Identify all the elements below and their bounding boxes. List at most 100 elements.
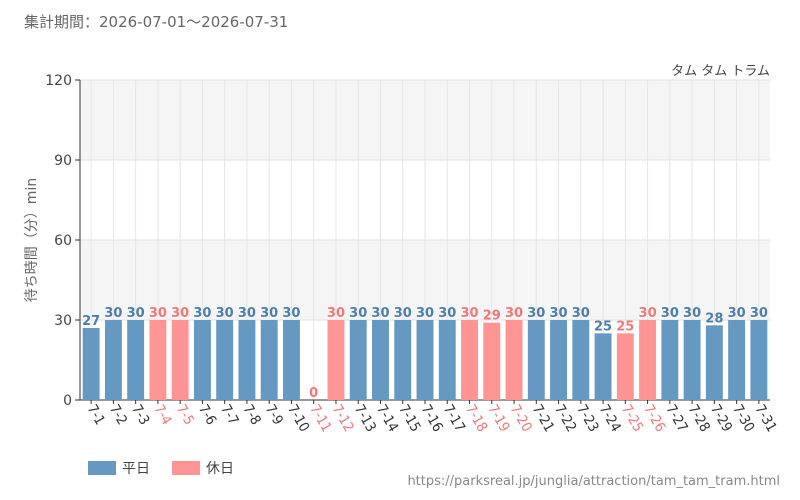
bars bbox=[82, 320, 768, 400]
x-tick-label-7-22: 7-22 bbox=[551, 402, 579, 435]
bar-7-9 bbox=[260, 320, 278, 400]
bar-7-25 bbox=[616, 333, 634, 400]
bar-7-31 bbox=[750, 320, 768, 400]
legend: 平日 休日 bbox=[88, 458, 234, 478]
x-tick-label-7-24: 7-24 bbox=[596, 402, 624, 435]
bar-7-13 bbox=[349, 320, 367, 400]
x-tick-label-7-2: 7-2 bbox=[106, 402, 130, 428]
x-tick-label-7-21: 7-21 bbox=[529, 402, 557, 435]
data-label-7-26: 30 bbox=[639, 306, 657, 321]
bar-7-7 bbox=[216, 320, 234, 400]
bar-7-24 bbox=[594, 333, 612, 400]
bar-7-18 bbox=[461, 320, 478, 400]
bar-7-22 bbox=[550, 320, 568, 400]
x-tick-label-7-19: 7-19 bbox=[484, 402, 512, 435]
bar-7-2 bbox=[104, 320, 122, 400]
bar-7-15 bbox=[394, 320, 412, 400]
bar-7-23 bbox=[572, 320, 590, 400]
x-tick-label-7-6: 7-6 bbox=[195, 402, 219, 428]
data-label-7-19: 29 bbox=[483, 309, 501, 324]
bar-7-21 bbox=[527, 320, 545, 400]
x-tick-label-7-7: 7-7 bbox=[217, 402, 241, 428]
x-tick-label-7-13: 7-13 bbox=[351, 402, 379, 435]
x-tick-label-7-15: 7-15 bbox=[395, 402, 423, 435]
x-tick-label-7-4: 7-4 bbox=[150, 402, 174, 428]
data-label-7-11: 0 bbox=[309, 386, 318, 401]
x-tick-label-7-26: 7-26 bbox=[640, 402, 668, 435]
x-tick-label-7-31: 7-31 bbox=[751, 402, 779, 435]
source-url: https://parksreal.jp/junglia/attraction/… bbox=[407, 474, 780, 489]
data-label-7-5: 30 bbox=[171, 306, 189, 321]
y-tick-label: 90 bbox=[54, 153, 72, 169]
data-label-7-15: 30 bbox=[394, 306, 412, 321]
y-tick-label: 0 bbox=[63, 393, 72, 409]
bar-7-20 bbox=[505, 320, 523, 400]
bar-7-28 bbox=[683, 320, 701, 400]
x-tick-label-7-11: 7-11 bbox=[306, 402, 334, 435]
data-label-7-24: 25 bbox=[594, 319, 612, 334]
x-tick-label-7-17: 7-17 bbox=[440, 402, 468, 435]
bar-7-27 bbox=[661, 320, 679, 400]
data-label-7-6: 30 bbox=[193, 306, 211, 321]
x-tick-label-7-23: 7-23 bbox=[573, 402, 601, 435]
bar-7-3 bbox=[127, 320, 145, 400]
legend-label-weekday: 平日 bbox=[122, 461, 150, 477]
bar-7-29 bbox=[705, 325, 723, 400]
bar-7-4 bbox=[149, 320, 167, 400]
y-axis-ticks: 0 30 60 90 120 bbox=[45, 73, 80, 409]
bar-7-14 bbox=[372, 320, 389, 400]
data-label-7-23: 30 bbox=[572, 306, 590, 321]
bar-7-26 bbox=[639, 320, 657, 400]
x-tick-label-7-28: 7-28 bbox=[685, 402, 713, 435]
bar-7-12 bbox=[327, 320, 345, 400]
data-label-7-7: 30 bbox=[216, 306, 234, 321]
bar-7-10 bbox=[282, 320, 300, 400]
bar-7-16 bbox=[416, 320, 434, 400]
data-label-7-31: 30 bbox=[750, 306, 768, 321]
y-tick-label: 60 bbox=[54, 233, 72, 249]
x-tick-label-7-30: 7-30 bbox=[729, 402, 757, 435]
data-label-7-3: 30 bbox=[127, 306, 145, 321]
bar-7-17 bbox=[438, 320, 456, 400]
x-tick-label-7-3: 7-3 bbox=[128, 402, 152, 428]
x-tick-label-7-20: 7-20 bbox=[507, 402, 535, 435]
x-tick-label-7-18: 7-18 bbox=[462, 402, 490, 435]
data-label-7-8: 30 bbox=[238, 306, 256, 321]
data-label-7-13: 30 bbox=[349, 306, 367, 321]
data-label-7-27: 30 bbox=[661, 306, 679, 321]
y-tick-label: 120 bbox=[45, 73, 72, 89]
data-label-7-14: 30 bbox=[371, 306, 389, 321]
data-label-7-30: 30 bbox=[728, 306, 746, 321]
data-label-7-25: 25 bbox=[616, 319, 634, 334]
legend-swatch-weekday bbox=[88, 461, 116, 475]
data-label-7-28: 30 bbox=[683, 306, 701, 321]
data-label-7-10: 30 bbox=[282, 306, 300, 321]
data-label-7-2: 30 bbox=[104, 306, 122, 321]
bar-7-19 bbox=[483, 322, 501, 400]
x-tick-label-7-27: 7-27 bbox=[662, 402, 690, 435]
data-label-7-29: 28 bbox=[705, 311, 723, 326]
x-tick-label-7-25: 7-25 bbox=[618, 402, 646, 435]
data-label-7-4: 30 bbox=[149, 306, 167, 321]
x-tick-label-7-16: 7-16 bbox=[418, 402, 446, 435]
data-label-7-9: 30 bbox=[260, 306, 278, 321]
y-tick-label: 30 bbox=[54, 313, 72, 329]
data-label-7-1: 27 bbox=[82, 314, 100, 329]
x-tick-label-7-10: 7-10 bbox=[284, 402, 312, 435]
period-label: 集計期間：2026-07-01～2026-07-31 bbox=[24, 13, 289, 31]
y-axis-label: 待ち時間（分）min bbox=[24, 178, 40, 302]
bar-7-5 bbox=[171, 320, 189, 400]
data-label-7-22: 30 bbox=[550, 306, 568, 321]
data-label-7-17: 30 bbox=[438, 306, 456, 321]
bar-7-30 bbox=[728, 320, 746, 400]
data-label-7-20: 30 bbox=[505, 306, 523, 321]
x-tick-label-7-8: 7-8 bbox=[239, 402, 263, 428]
x-tick-label-7-5: 7-5 bbox=[173, 402, 197, 428]
x-tick-label-7-1: 7-1 bbox=[84, 402, 108, 428]
data-label-7-16: 30 bbox=[416, 306, 434, 321]
x-tick-label-7-9: 7-9 bbox=[262, 402, 286, 428]
legend-swatch-holiday bbox=[172, 461, 200, 475]
x-axis-ticks: 7-17-27-37-47-57-67-77-87-97-107-117-127… bbox=[84, 400, 780, 435]
legend-label-holiday: 休日 bbox=[206, 461, 234, 477]
